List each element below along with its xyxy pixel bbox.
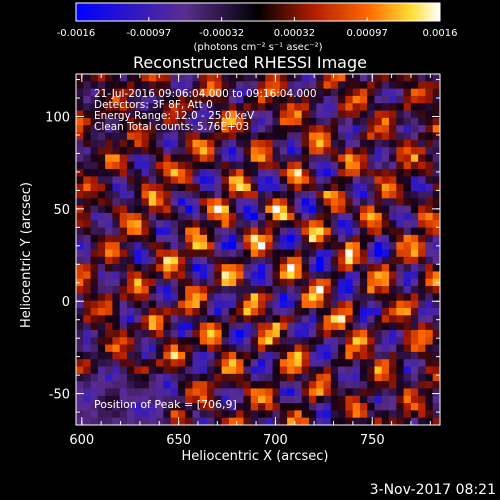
y-axis-label: Heliocentric Y (arcsec) <box>19 182 34 328</box>
y-tick-label: 50 <box>53 203 70 218</box>
colorbar-tick-label: 0.00097 <box>347 28 388 39</box>
heatmap-image <box>76 74 441 426</box>
chart-title: Reconstructed RHESSI Image <box>133 53 367 72</box>
y-tick-label: 100 <box>45 110 70 125</box>
date-stamp: 3-Nov-2017 08:21 <box>369 482 496 498</box>
colorbar-ticks: -0.0016 -0.00097 -0.00032 0.00032 0.00097 0.0… <box>57 17 458 39</box>
x-tick-label: 700 <box>263 433 288 448</box>
annotation-block: 21-Jul-2016 09:06:04.000 to 09:16:04.000… <box>94 88 317 133</box>
colorbar-tick-label: -0.00032 <box>199 28 244 39</box>
y-tick-label: -50 <box>49 388 70 403</box>
annotation-line: Detectors: 3F 8F, Att 0 <box>94 99 213 111</box>
colorbar <box>75 2 441 22</box>
x-axis-label: Heliocentric X (arcsec) <box>182 449 329 464</box>
annotation-line: 21-Jul-2016 09:06:04.000 to 09:16:04.000 <box>94 88 317 100</box>
x-tick-label: 650 <box>166 433 191 448</box>
colorbar-tick-label: 0.00032 <box>274 28 315 39</box>
y-tick-label: 0 <box>62 295 70 310</box>
x-tick-label: 750 <box>360 433 385 448</box>
colorbar-tick-label: -0.00097 <box>126 28 171 39</box>
plot-axes: 600 650 700 750 -50 0 50 100 <box>45 73 441 448</box>
colorbar-label: (photons cm⁻² s⁻¹ asec⁻²) <box>193 42 322 53</box>
x-tick-label: 600 <box>69 433 94 448</box>
annotation-line: Energy Range: 12.0 - 25.0 keV <box>94 110 255 122</box>
colorbar-tick-label: -0.0016 <box>57 28 96 39</box>
plot-frame <box>75 73 441 426</box>
colorbar-tick-label: 0.0016 <box>423 28 458 39</box>
annotation-line: Clean Total counts: 5.76E+03 <box>94 121 249 133</box>
peak-label: Position of Peak = [706,9] <box>94 398 237 411</box>
